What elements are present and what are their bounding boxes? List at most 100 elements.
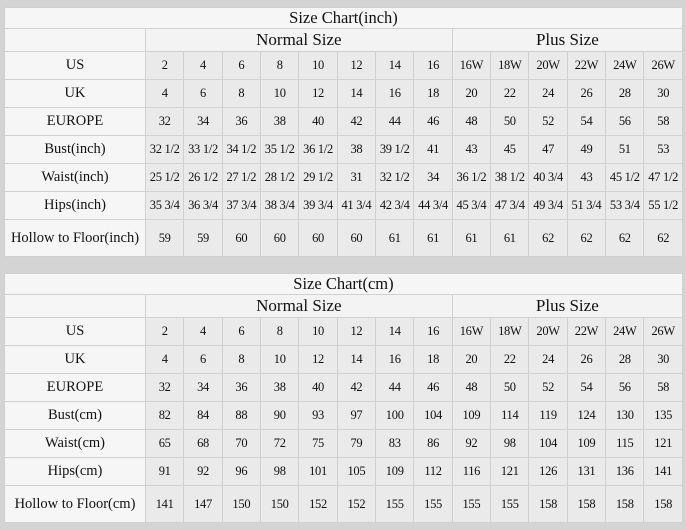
size-value-cell: 47 1/2 <box>643 163 683 192</box>
size-value-cell: 6 <box>183 345 223 374</box>
group-header-normal-size: Normal Size <box>145 28 453 52</box>
size-value-cell: 14 <box>336 345 377 374</box>
size-value-cell: 16 <box>375 345 415 374</box>
table-row: Hips(inch) 35 3/4 36 3/4 37 3/4 38 3/4 39 3/4… <box>4 191 683 220</box>
size-value-cell: 37 3/4 <box>221 191 262 220</box>
size-value-cell: 38 <box>260 373 300 402</box>
size-value-cell: 150 <box>221 485 262 523</box>
size-value-cell: 31 <box>336 163 377 192</box>
group-header-plus-size: Plus Size <box>451 294 683 318</box>
size-value-cell: 12 <box>298 345 338 374</box>
size-value-cell: 115 <box>605 429 645 458</box>
row-label: EUROPE <box>4 107 146 136</box>
row-label: UK <box>4 345 146 374</box>
size-value-cell: 55 1/2 <box>643 191 683 220</box>
size-value-cell: 98 <box>490 429 530 458</box>
size-value-cell: 22 <box>490 79 530 108</box>
table-row: Bust(cm) 82 84 88 90 93 97 100 104 109 114 119 124 13… <box>4 401 683 430</box>
size-value-cell: 116 <box>451 457 492 486</box>
size-value-cell: 44 <box>375 107 415 136</box>
size-value-cell: 155 <box>375 485 415 523</box>
size-value-cell: 62 <box>528 219 568 257</box>
size-value-cell: 38 <box>260 107 300 136</box>
size-value-cell: 75 <box>298 429 338 458</box>
row-label: Bust(inch) <box>4 135 146 164</box>
table-row: UK 4 6 8 10 12 14 16 18 20 22 24 26 28 30 <box>4 345 683 374</box>
size-value-cell: 40 3/4 <box>528 163 568 192</box>
size-value-cell: 24W <box>605 51 645 80</box>
size-value-cell: 50 <box>490 373 530 402</box>
size-value-cell: 8 <box>221 79 262 108</box>
size-value-cell: 48 <box>451 373 492 402</box>
row-label: Bust(cm) <box>4 401 146 430</box>
size-value-cell: 131 <box>566 457 607 486</box>
size-value-cell: 124 <box>566 401 607 430</box>
size-value-cell: 141 <box>643 457 683 486</box>
size-value-cell: 36 3/4 <box>183 191 223 220</box>
header-blank-cell <box>4 294 146 318</box>
size-value-cell: 147 <box>183 485 223 523</box>
size-value-cell: 36 <box>221 107 262 136</box>
size-value-cell: 8 <box>221 345 262 374</box>
size-value-cell: 20 <box>451 79 492 108</box>
size-value-cell: 42 <box>336 107 377 136</box>
size-value-cell: 101 <box>298 457 338 486</box>
size-value-cell: 28 1/2 <box>260 163 300 192</box>
group-header-normal-size: Normal Size <box>145 294 453 318</box>
size-value-cell: 38 1/2 <box>490 163 530 192</box>
size-value-cell: 20W <box>528 51 568 80</box>
size-value-cell: 27 1/2 <box>221 163 262 192</box>
size-value-cell: 61 <box>375 219 415 257</box>
size-value-cell: 119 <box>528 401 568 430</box>
size-value-cell: 92 <box>451 429 492 458</box>
size-value-cell: 158 <box>605 485 645 523</box>
size-value-cell: 98 <box>260 457 300 486</box>
size-value-cell: 10 <box>260 79 300 108</box>
size-value-cell: 112 <box>413 457 453 486</box>
table-row: Hips(cm) 91 92 96 98 101 105 109 112 116 121 126 131… <box>4 457 683 486</box>
size-value-cell: 79 <box>336 429 377 458</box>
size-value-cell: 44 3/4 <box>413 191 453 220</box>
size-value-cell: 16W <box>451 317 492 346</box>
size-value-cell: 8 <box>260 317 300 346</box>
size-value-cell: 26 <box>566 345 607 374</box>
size-value-cell: 42 <box>336 373 377 402</box>
size-value-cell: 43 <box>451 135 492 164</box>
chart-title: Size Chart(cm) <box>4 273 683 295</box>
size-value-cell: 45 3/4 <box>451 191 492 220</box>
size-value-cell: 48 <box>451 107 492 136</box>
size-value-cell: 4 <box>144 345 185 374</box>
size-chart-cm-table: Size Chart(cm) Normal Size Plus Size US 2 4 6 8… <box>4 273 683 523</box>
size-value-cell: 91 <box>144 457 185 486</box>
size-value-cell: 84 <box>183 401 223 430</box>
size-value-cell: 25 1/2 <box>144 163 185 192</box>
size-value-cell: 32 <box>144 373 185 402</box>
size-value-cell: 8 <box>260 51 300 80</box>
size-value-cell: 93 <box>298 401 338 430</box>
size-value-cell: 49 3/4 <box>528 191 568 220</box>
size-value-cell: 82 <box>144 401 185 430</box>
size-value-cell: 130 <box>605 401 645 430</box>
size-value-cell: 62 <box>643 219 683 257</box>
size-value-cell: 155 <box>451 485 492 523</box>
size-value-cell: 40 <box>298 373 338 402</box>
table-row: US 2 4 6 8 10 12 14 16 16W 18W 20W 22W 24W 26W <box>4 51 683 80</box>
size-value-cell: 4 <box>183 317 223 346</box>
size-value-cell: 90 <box>260 401 300 430</box>
row-label: EUROPE <box>4 373 146 402</box>
size-value-cell: 92 <box>183 457 223 486</box>
size-value-cell: 105 <box>336 457 377 486</box>
row-label: Hips(inch) <box>4 191 146 220</box>
size-value-cell: 20 <box>451 345 492 374</box>
size-value-cell: 10 <box>298 51 338 80</box>
size-value-cell: 70 <box>221 429 262 458</box>
size-value-cell: 32 <box>144 107 185 136</box>
size-value-cell: 24 <box>528 345 568 374</box>
size-value-cell: 32 1/2 <box>375 163 415 192</box>
size-value-cell: 16 <box>413 317 453 346</box>
size-value-cell: 45 <box>490 135 530 164</box>
size-value-cell: 72 <box>260 429 300 458</box>
row-label: Hollow to Floor(cm) <box>4 485 146 523</box>
size-value-cell: 83 <box>375 429 415 458</box>
size-value-cell: 35 3/4 <box>144 191 185 220</box>
